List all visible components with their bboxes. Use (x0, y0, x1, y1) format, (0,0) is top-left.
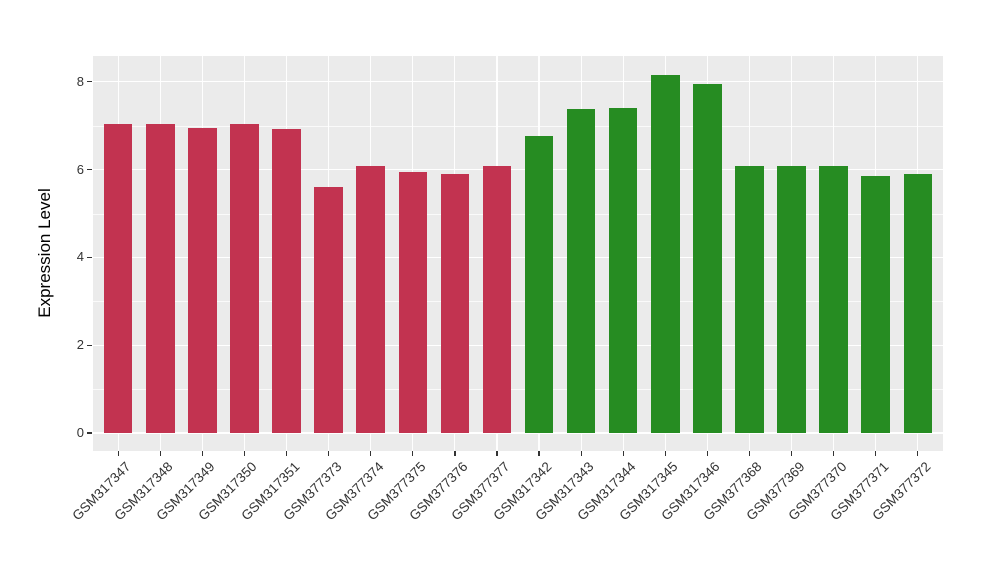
y-tick-mark-8 (87, 81, 92, 83)
x-tick-mark-GSM317350 (243, 451, 246, 456)
bar-GSM317349 (188, 128, 217, 433)
x-tick-mark-GSM317343 (580, 451, 582, 456)
x-tick-mark-GSM377376 (454, 451, 456, 456)
x-tick-mark-GSM377375 (412, 451, 414, 456)
bar-GSM377370 (819, 166, 848, 433)
gridline-minor-y1 (93, 389, 943, 390)
bar-GSM317344 (608, 108, 638, 433)
x-tick-mark-GSM377368 (748, 451, 751, 456)
y-tick-label-8: 8 (76, 73, 84, 89)
x-tick-mark-GSM377373 (328, 451, 330, 456)
bar-GSM377368 (735, 166, 764, 433)
gridline-major-y4 (93, 256, 943, 259)
gridline-major-y6 (93, 168, 943, 171)
bar-GSM377373 (314, 186, 343, 433)
bar-GSM377375 (398, 171, 428, 433)
gridline-minor-y7 (93, 125, 943, 127)
bar-GSM317346 (693, 84, 722, 433)
x-tick-mark-GSM377374 (370, 451, 372, 456)
y-tick-label-0: 0 (76, 425, 84, 440)
y-tick-label-6: 6 (76, 161, 84, 177)
bar-GSM377377 (482, 165, 512, 433)
gridline-major-y0 (93, 432, 943, 434)
bar-GSM317345 (651, 74, 680, 433)
y-tick-label-2: 2 (76, 337, 84, 353)
gridline-minor-y5 (93, 213, 943, 215)
y-tick-mark-2 (87, 344, 92, 346)
bar-GSM377376 (440, 173, 470, 433)
gridline-major-y2 (93, 344, 943, 346)
y-tick-mark-0 (87, 432, 92, 434)
gridline-minor-y3 (93, 301, 943, 303)
gridline-major-y8 (93, 81, 943, 83)
bar-GSM317342 (524, 135, 554, 433)
x-tick-mark-GSM377377 (496, 451, 498, 456)
x-tick-mark-GSM317342 (538, 451, 540, 456)
bar-GSM317343 (566, 109, 596, 433)
bar-GSM317350 (230, 123, 259, 433)
x-tick-mark-GSM377369 (790, 451, 793, 456)
bar-GSM377374 (356, 166, 385, 433)
bar-GSM377372 (903, 174, 932, 433)
bar-GSM317347 (103, 123, 133, 433)
x-tick-mark-GSM377370 (832, 451, 835, 456)
x-tick-mark-GSM317348 (159, 451, 162, 456)
bar-GSM377371 (861, 175, 890, 433)
x-tick-mark-GSM317346 (706, 451, 709, 456)
bar-GSM317348 (146, 123, 175, 433)
plot-panel (93, 56, 943, 451)
x-tick-mark-GSM317351 (285, 451, 288, 456)
x-tick-mark-GSM317345 (664, 451, 666, 456)
x-tick-mark-GSM317344 (622, 451, 624, 456)
x-tick-mark-GSM377372 (917, 451, 919, 456)
y-tick-mark-6 (87, 169, 92, 171)
x-tick-mark-GSM317349 (201, 451, 204, 456)
y-tick-label-4: 4 (76, 249, 84, 265)
x-tick-mark-GSM377371 (875, 451, 877, 456)
y-tick-mark-4 (87, 256, 92, 259)
bar-GSM377369 (777, 166, 806, 433)
bar-GSM317351 (272, 128, 301, 433)
x-tick-mark-GSM317347 (117, 451, 119, 456)
